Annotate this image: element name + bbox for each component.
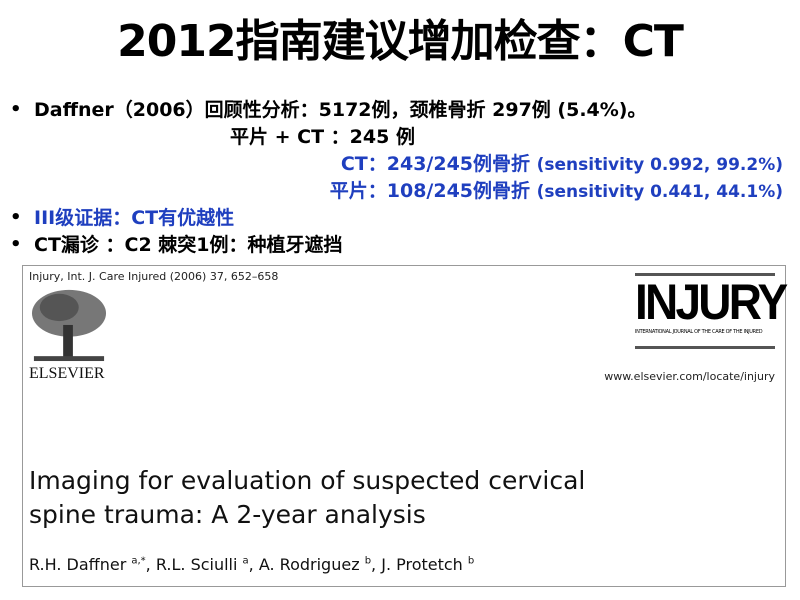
paper-title-line: spine trauma: A 2-year analysis xyxy=(29,500,426,529)
bullet-ct-miss: CT漏诊 ：C2 棘突1例：种植牙遮挡 xyxy=(34,234,343,256)
author-affiliation: a xyxy=(242,555,249,567)
paper-title: Imaging for evaluation of suspected cerv… xyxy=(29,464,585,532)
ct-result-label: CT：243/245例骨折 xyxy=(340,153,531,175)
journal-name: INJURY xyxy=(635,274,788,330)
paper-title-line: Imaging for evaluation of suspected cerv… xyxy=(29,466,586,495)
journal-logo: INJURY INTERNATIONAL JOURNAL OF THE CARE… xyxy=(635,271,788,363)
publisher-name: ELSEVIER xyxy=(29,365,105,382)
ct-sensitivity: (sensitivity 0.992, 99.2%) xyxy=(536,155,783,175)
xray-sensitivity: (sensitivity 0.441, 44.1%) xyxy=(536,182,783,202)
journal-url: www.elsevier.com/locate/injury xyxy=(604,370,775,383)
bullet-marker: • xyxy=(10,234,22,255)
ct-result: CT：243/245例骨折 (sensitivity 0.992, 99.2%) xyxy=(341,153,783,175)
bullet-marker: • xyxy=(10,207,22,228)
author: A. Rodriguez xyxy=(258,555,360,574)
bullet-evidence: III级证据：CT有优越性 xyxy=(34,207,235,229)
author-affiliation: a,* xyxy=(131,555,146,567)
journal-subtitle: INTERNATIONAL JOURNAL OF THE CARE OF THE… xyxy=(635,329,763,335)
journal-citation: Injury, Int. J. Care Injured (2006) 37, … xyxy=(29,270,279,283)
author-affiliation: b xyxy=(467,555,475,567)
paper-header-image: Injury, Int. J. Care Injured (2006) 37, … xyxy=(22,265,788,587)
paper-authors: R.H. Daffner a,*, R.L. Sciulli a, A. Rod… xyxy=(29,555,475,574)
author: J. Protetch xyxy=(381,555,463,574)
xray-result: 平片：108/245例骨折 (sensitivity 0.441, 44.1%) xyxy=(330,180,783,202)
bullet-daffner: Daffner（2006）回顾性分析：5172例，颈椎骨折 297例 (5.4%… xyxy=(34,99,647,121)
author: R.H. Daffner xyxy=(29,555,127,574)
bullet-marker: • xyxy=(10,99,22,120)
elsevier-tree-logo xyxy=(31,289,107,362)
slide-title: 2012指南建议增加检查：CT xyxy=(117,16,684,67)
author-affiliation: b xyxy=(364,555,372,567)
xray-result-label: 平片：108/245例骨折 xyxy=(329,180,531,202)
author: R.L. Sciulli xyxy=(155,555,238,574)
sub-line-total: 平片 + CT ：245 例 xyxy=(230,126,415,148)
